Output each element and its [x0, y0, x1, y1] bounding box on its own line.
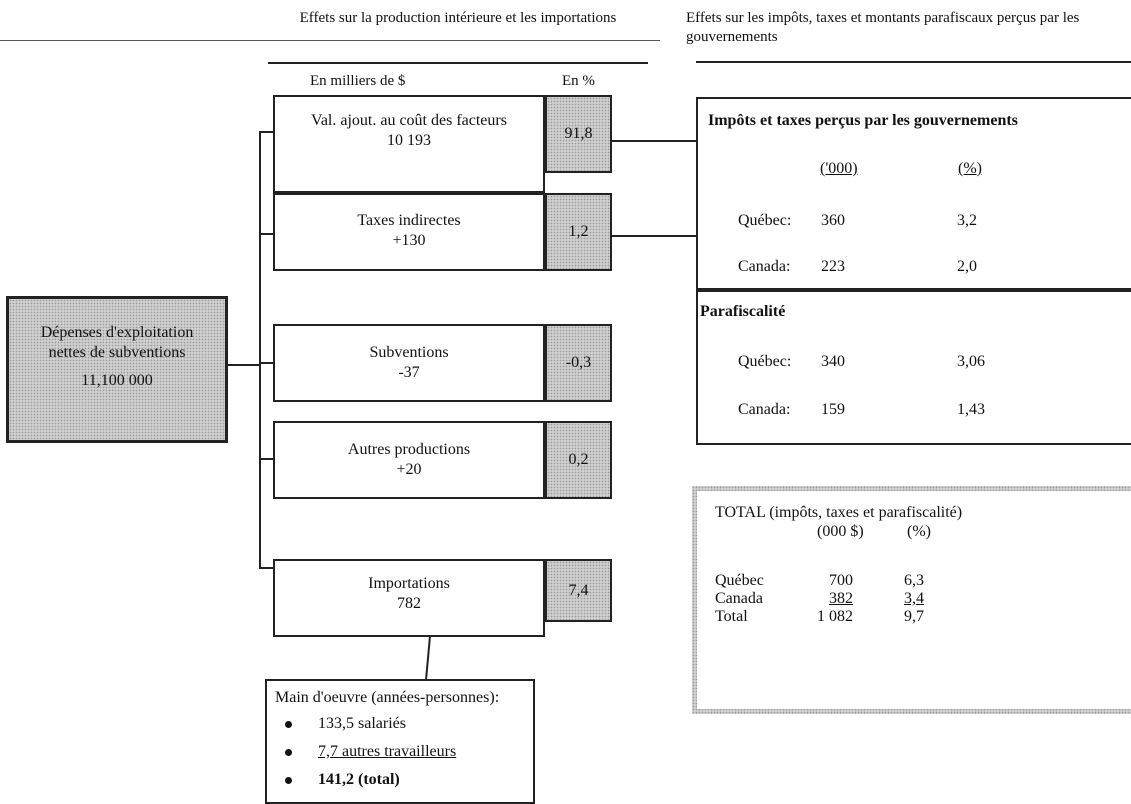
- taxes-row-value: 223: [821, 258, 845, 275]
- total-box: TOTAL (impôts, taxes et parafiscalité) (…: [697, 491, 1131, 709]
- parafiscal-row-pct: 1,43: [957, 401, 985, 418]
- pct-text: 0,2: [568, 451, 589, 468]
- labour-line-3: 141,2 (total): [275, 770, 533, 790]
- pct-text: 1,2: [568, 223, 589, 240]
- item-other-productions: Autres productions +20: [273, 421, 545, 499]
- item-value: +20: [396, 461, 422, 478]
- labour-text: 141,2 (total): [318, 771, 400, 788]
- parafiscal-title: Parafiscalité: [700, 303, 786, 320]
- total-row-pct: 3,4: [904, 590, 924, 607]
- labour-text: 7,7 autres travailleurs: [318, 743, 457, 760]
- item-label: Taxes indirectes: [357, 212, 461, 229]
- connector-source: [228, 364, 260, 366]
- item-label: Importations: [368, 575, 450, 592]
- item-pct: 91,8: [545, 95, 612, 173]
- total-frame: TOTAL (impôts, taxes et parafiscalité) (…: [692, 486, 1131, 714]
- parafiscal-box: Parafiscalité Québec: 340 3,06 Canada: 1…: [696, 290, 1131, 445]
- labour-line-1: 133,5 salariés: [275, 714, 533, 734]
- header-rule-left: [268, 62, 648, 64]
- connector-branch-3: [259, 362, 273, 364]
- item-indirect-taxes: Taxes indirectes +130: [273, 193, 545, 271]
- pct-text: 7,4: [568, 581, 589, 599]
- taxes-row-label: Québec:: [738, 212, 792, 229]
- left-header: Effets sur la production intérieure et l…: [299, 10, 617, 26]
- parafiscal-row-pct: 3,06: [957, 353, 985, 370]
- item-imports: Importations 782: [273, 559, 545, 637]
- item-pct: 0,2: [545, 421, 612, 499]
- bullet-icon: [285, 748, 292, 756]
- col-header-percent: En %: [562, 73, 595, 89]
- item-label: Subventions: [369, 344, 449, 361]
- total-col-percent: (%): [907, 523, 931, 540]
- top-rule-left: [0, 40, 660, 41]
- item-value: -37: [398, 364, 420, 381]
- connector-branch-2: [259, 233, 273, 235]
- source-value: 11,100 000: [81, 372, 153, 389]
- total-row-value: 700: [829, 572, 853, 589]
- item-pct: 7,4: [545, 559, 612, 622]
- item-pct: 1,2: [545, 193, 612, 271]
- bullet-icon: [285, 720, 292, 728]
- col-header-thousands: En milliers de $: [310, 73, 406, 89]
- connector-trunk: [259, 131, 261, 569]
- taxes-row-pct: 3,2: [957, 212, 977, 229]
- taxes-box: Impôts et taxes perçus par les gouvernem…: [696, 97, 1131, 290]
- connector-branch-4: [259, 458, 273, 460]
- item-value-added: Val. ajout. au coût des facteurs 10 193: [273, 95, 545, 193]
- connector-branch-1: [259, 131, 273, 133]
- parafiscal-row-value: 159: [821, 401, 845, 418]
- labour-title: Main d'oeuvre (années-personnes):: [275, 689, 500, 706]
- total-col-thousands: (000 $): [817, 523, 864, 540]
- pct-text: -0,3: [565, 354, 592, 371]
- item-label: Val. ajout. au coût des facteurs: [311, 112, 507, 129]
- labour-connector: [425, 636, 431, 680]
- source-box: Dépenses d'exploitation nettes de subven…: [6, 296, 228, 443]
- connector-branch-5: [259, 567, 273, 569]
- taxes-title: Impôts et taxes perçus par les gouvernem…: [708, 112, 1018, 129]
- taxes-row-pct: 2,0: [957, 258, 977, 275]
- item-value: +130: [392, 232, 426, 249]
- parafiscal-row-label: Québec:: [738, 353, 792, 370]
- bullet-icon: [285, 776, 292, 784]
- connector-tax-2: [612, 235, 696, 237]
- total-title: TOTAL (impôts, taxes et parafiscalité): [715, 504, 963, 521]
- parafiscal-row-value: 340: [821, 353, 845, 370]
- total-row-label: Québec: [715, 572, 764, 589]
- top-rule-right: [696, 61, 1131, 63]
- taxes-col-thousands: ('000): [820, 160, 858, 177]
- pct-text: 91,8: [564, 125, 593, 142]
- total-row-label: Canada: [715, 590, 763, 607]
- total-row-value: 382: [829, 590, 853, 607]
- taxes-row-label: Canada:: [738, 258, 791, 275]
- item-label: Autres productions: [347, 441, 471, 458]
- right-header: Effets sur les impôts, taxes et montants…: [686, 10, 1080, 45]
- item-pct: -0,3: [545, 324, 612, 402]
- source-line2: nettes de subventions: [48, 344, 186, 361]
- total-row-pct: 6,3: [904, 572, 924, 589]
- source-line1: Dépenses d'exploitation: [40, 324, 194, 341]
- total-row-label: Total: [715, 608, 748, 625]
- labour-box: Main d'oeuvre (années-personnes): 133,5 …: [265, 679, 535, 804]
- taxes-row-value: 360: [821, 212, 845, 229]
- total-row-value: 1 082: [817, 608, 853, 625]
- item-value: 10 193: [387, 132, 431, 149]
- connector-tax-1: [612, 140, 696, 142]
- total-row-pct: 9,7: [904, 608, 924, 625]
- item-value: 782: [397, 595, 421, 612]
- item-subsidies: Subventions -37: [273, 324, 545, 402]
- taxes-col-percent: (%): [958, 160, 982, 177]
- labour-line-2: 7,7 autres travailleurs: [275, 742, 533, 762]
- parafiscal-row-label: Canada:: [738, 401, 791, 418]
- labour-text: 133,5 salariés: [318, 715, 406, 732]
